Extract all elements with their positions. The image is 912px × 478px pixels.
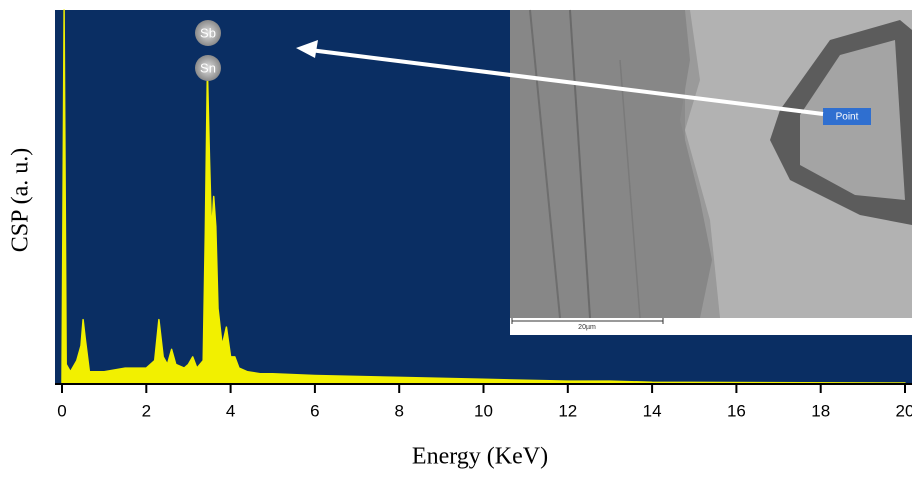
x-tick-label: 18 xyxy=(811,401,830,420)
x-tick-label: 14 xyxy=(643,401,662,420)
x-tick-label: 10 xyxy=(474,401,493,420)
x-tick-label: 2 xyxy=(142,401,151,420)
chart: 20µm Point Sb Sn Energy (KeV) CSP (a. u.… xyxy=(0,0,912,473)
peak-label: Sb xyxy=(200,25,216,40)
x-tick-label: 6 xyxy=(310,401,319,420)
x-tick-label: 16 xyxy=(727,401,746,420)
x-tick-label: 12 xyxy=(558,401,577,420)
scale-bar-label: 20µm xyxy=(578,324,596,331)
x-tick-label: 0 xyxy=(57,401,66,420)
point-label: Point xyxy=(836,112,859,123)
x-tick-label: 20 xyxy=(896,401,912,420)
x-axis-label: Energy (KeV) xyxy=(412,444,548,470)
x-tick-label: 4 xyxy=(226,401,235,420)
x-tick-label: 8 xyxy=(394,401,403,420)
y-axis-label: CSP (a. u.) xyxy=(8,148,34,252)
sem-inset: 20µm Point xyxy=(510,10,912,335)
peak-label: Sn xyxy=(200,60,216,75)
